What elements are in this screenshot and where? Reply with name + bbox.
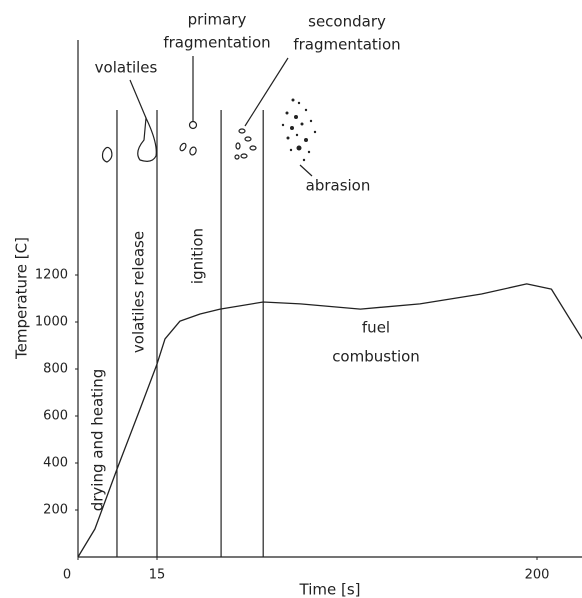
x-tick-label: 200: [525, 568, 550, 583]
particle-sketches: [101, 56, 317, 177]
particle: [244, 136, 252, 142]
leader: [129, 79, 147, 119]
annotation: fragmentation: [293, 36, 400, 54]
annotation: volatiles: [95, 59, 158, 77]
particle: [188, 120, 198, 130]
particle: [240, 153, 248, 159]
annotation: abrasion: [306, 177, 371, 195]
phase-label: volatiles release: [130, 231, 148, 353]
particle: [238, 128, 246, 134]
particle: [179, 142, 187, 152]
particle: [101, 146, 113, 163]
particle: [189, 146, 197, 156]
temperature-line: [77, 283, 582, 558]
dust: [281, 98, 317, 162]
y-tick-label: 600: [43, 409, 68, 424]
y-tick-label: 400: [43, 456, 68, 471]
x-tick-label: 0: [63, 568, 71, 583]
leader: [244, 57, 289, 127]
particle: [235, 142, 241, 150]
droplet: [137, 115, 157, 162]
x-tick-label: 15: [149, 568, 166, 583]
y-tick-label: 800: [43, 362, 68, 377]
annotation: fragmentation: [163, 34, 270, 52]
phase-label: drying and heating: [89, 369, 107, 512]
annotation: primary: [188, 11, 247, 29]
phase-label: ignition: [189, 228, 207, 284]
region-label: combustion: [332, 348, 420, 366]
y-tick-label: 1200: [35, 268, 68, 283]
particle: [249, 145, 257, 151]
leader: [299, 164, 313, 177]
annotation: secondary: [308, 13, 386, 31]
x-axis-label: Time [s]: [299, 581, 361, 598]
particle: [234, 154, 240, 160]
y-axis-label: Temperature [C]: [13, 237, 31, 360]
region-label: fuel: [362, 319, 390, 337]
y-tick-label: 1000: [35, 315, 68, 330]
y-tick-label: 200: [43, 503, 68, 518]
